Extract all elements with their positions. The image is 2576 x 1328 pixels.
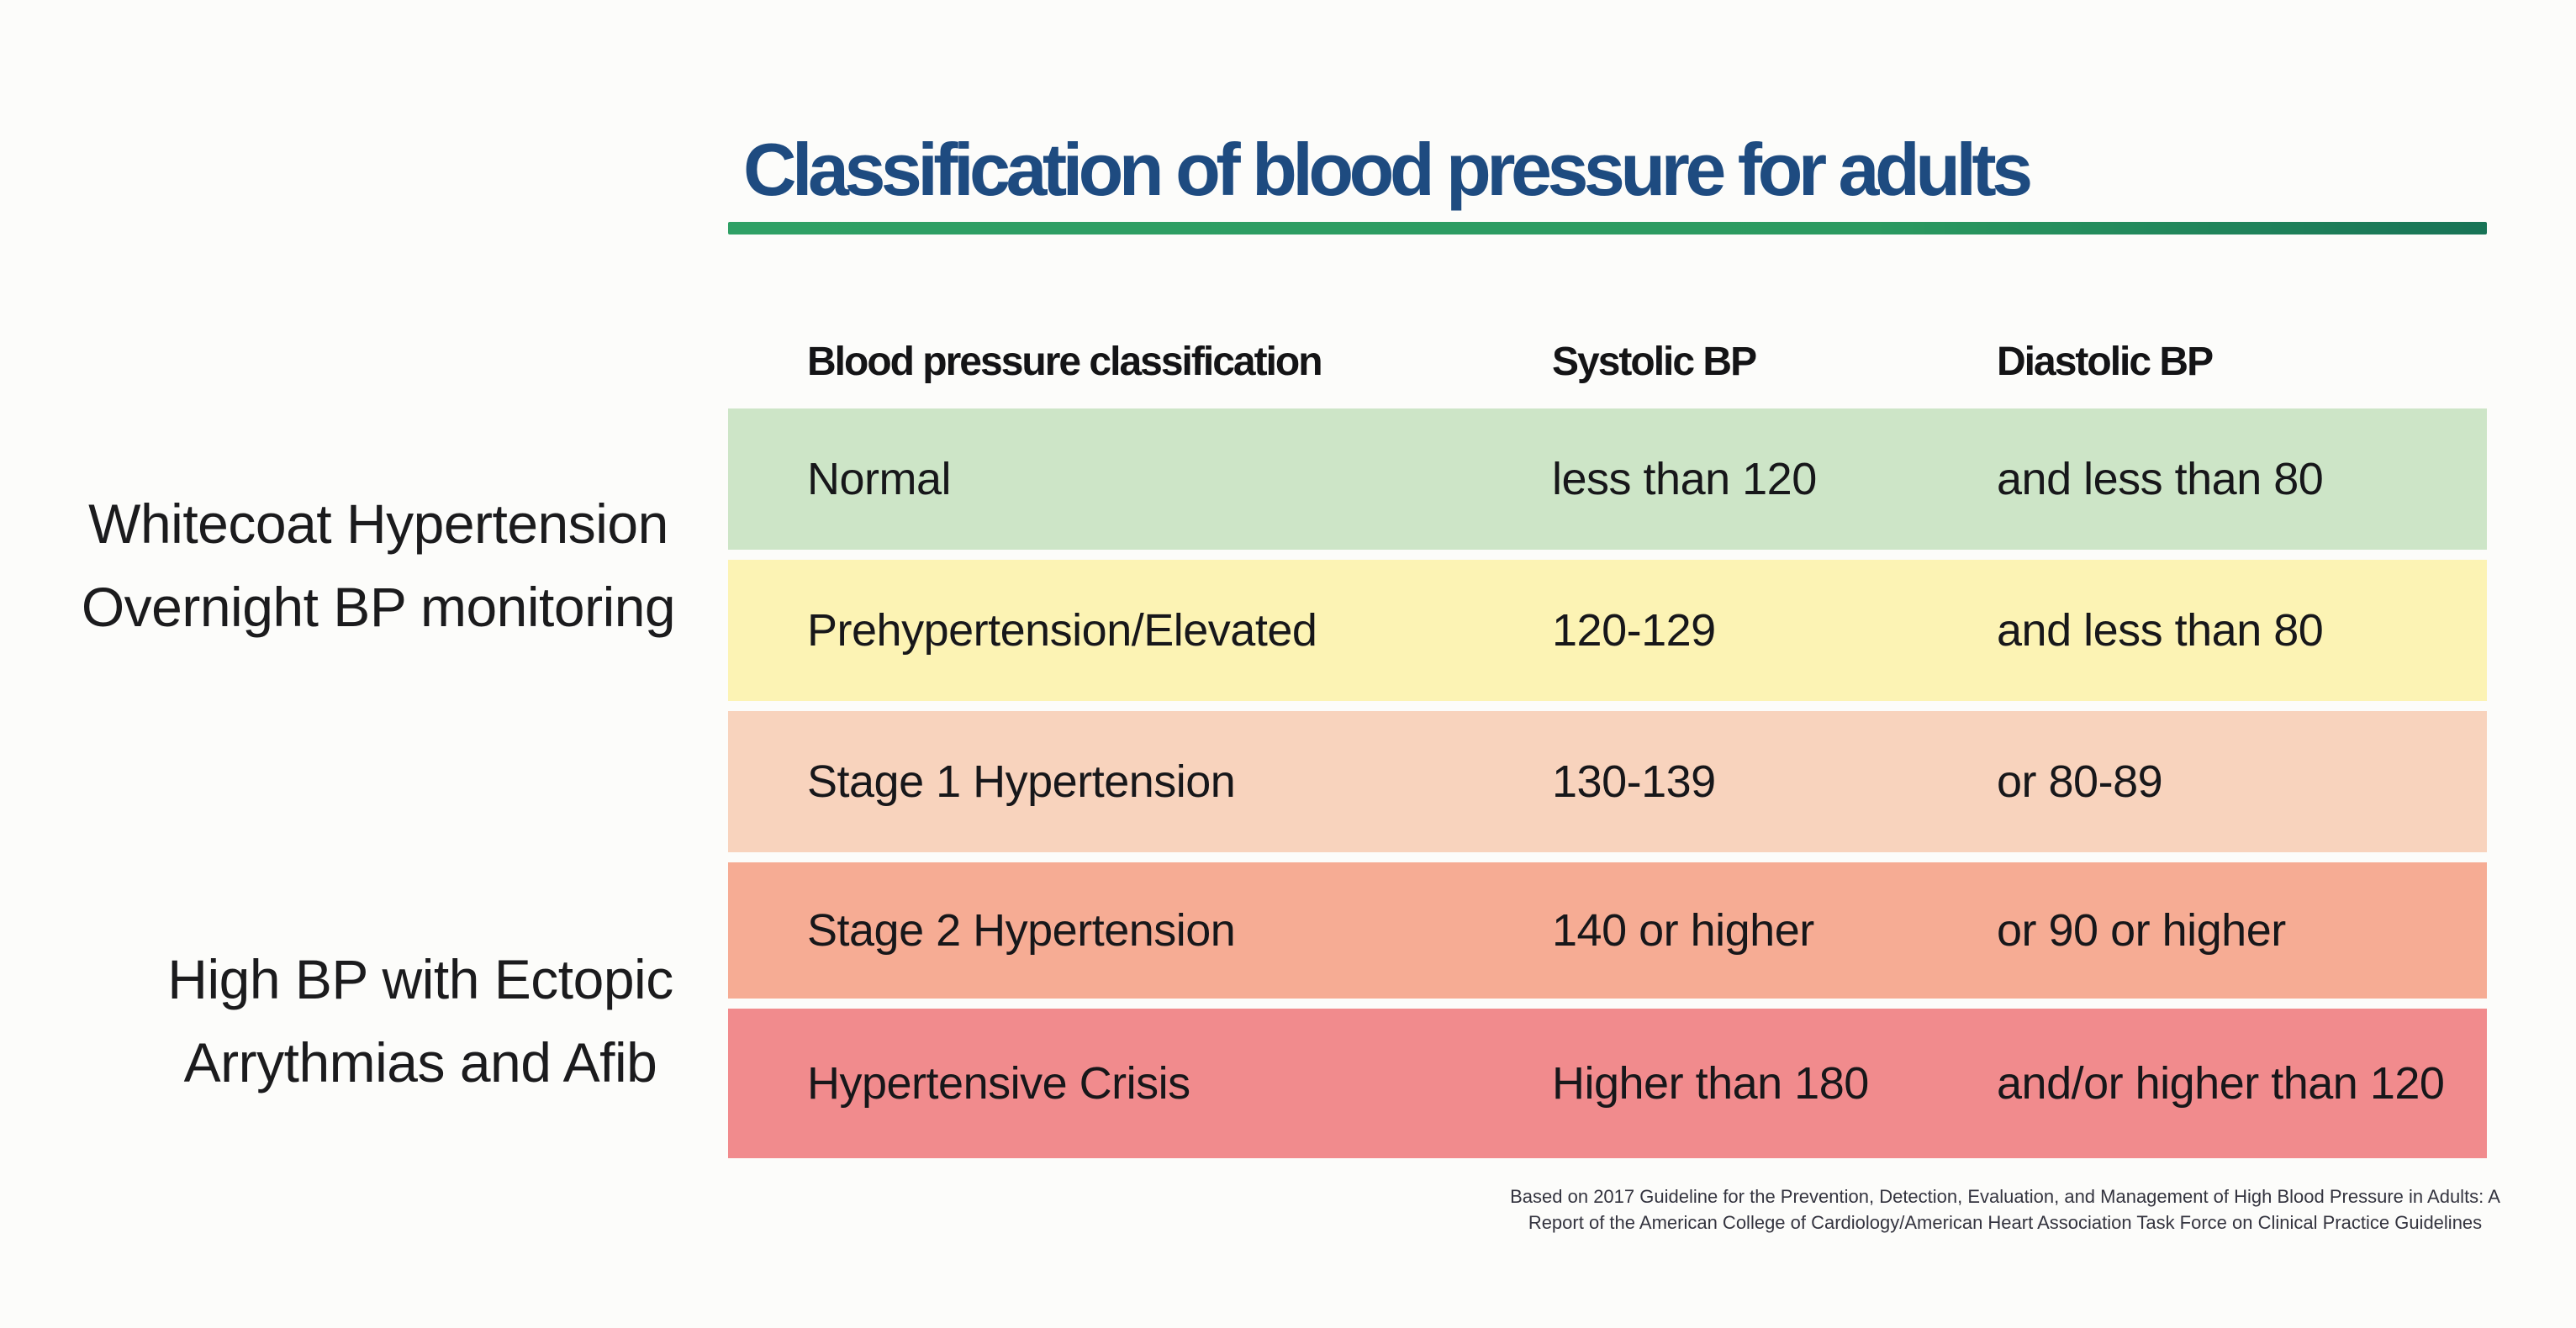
cell-diastolic: and less than 80 [1997,454,2324,504]
annotation-ectopic-line1: High BP with Ectopic [167,948,673,1010]
cell-systolic: less than 120 [1552,454,1817,504]
annotation-ectopic-line2: Arrythmias and Afib [183,1031,657,1093]
cell-classification: Stage 1 Hypertension [807,756,1236,807]
cell-systolic: Higher than 180 [1552,1058,1869,1109]
cell-diastolic: or 80-89 [1997,756,2163,807]
table-row-stage1: Stage 1 Hypertension 130-139 or 80-89 [728,711,2487,852]
cell-classification: Stage 2 Hypertension [807,905,1236,956]
table-row-normal: Normal less than 120 and less than 80 [728,408,2487,550]
cell-classification: Normal [807,454,952,504]
cell-diastolic: and/or higher than 120 [1997,1058,2445,1109]
annotation-ectopic: High BP with Ectopic Arrythmias and Afib [109,938,731,1104]
source-citation: Based on 2017 Guideline for the Preventi… [1446,1183,2564,1236]
cell-classification: Prehypertension/Elevated [807,605,1317,656]
cell-classification: Hypertensive Crisis [807,1058,1190,1109]
page-title: Classification of blood pressure for adu… [743,128,2033,211]
table-row-stage2: Stage 2 Hypertension 140 or higher or 90… [728,862,2487,999]
header-classification: Blood pressure classification [807,339,1323,384]
header-systolic: Systolic BP [1552,339,1757,384]
title-underline-rule [728,222,2487,235]
source-citation-line1: Based on 2017 Guideline for the Preventi… [1510,1186,2500,1207]
cell-systolic: 140 or higher [1552,905,1814,956]
annotation-whitecoat-line1: Whitecoat Hypertension [88,493,668,555]
source-citation-line2: Report of the American College of Cardio… [1528,1212,2483,1233]
annotation-whitecoat: Whitecoat Hypertension Overnight BP moni… [25,482,731,649]
cell-systolic: 120-129 [1552,605,1716,656]
header-diastolic: Diastolic BP [1997,339,2214,384]
cell-diastolic: or 90 or higher [1997,905,2286,956]
cell-systolic: 130-139 [1552,756,1716,807]
cell-diastolic: and less than 80 [1997,605,2324,656]
table-row-prehypertension: Prehypertension/Elevated 120-129 and les… [728,560,2487,701]
table-row-crisis: Hypertensive Crisis Higher than 180 and/… [728,1009,2487,1158]
annotation-whitecoat-line2: Overnight BP monitoring [81,576,676,638]
table-header-row: Blood pressure classification Systolic B… [728,329,2487,393]
